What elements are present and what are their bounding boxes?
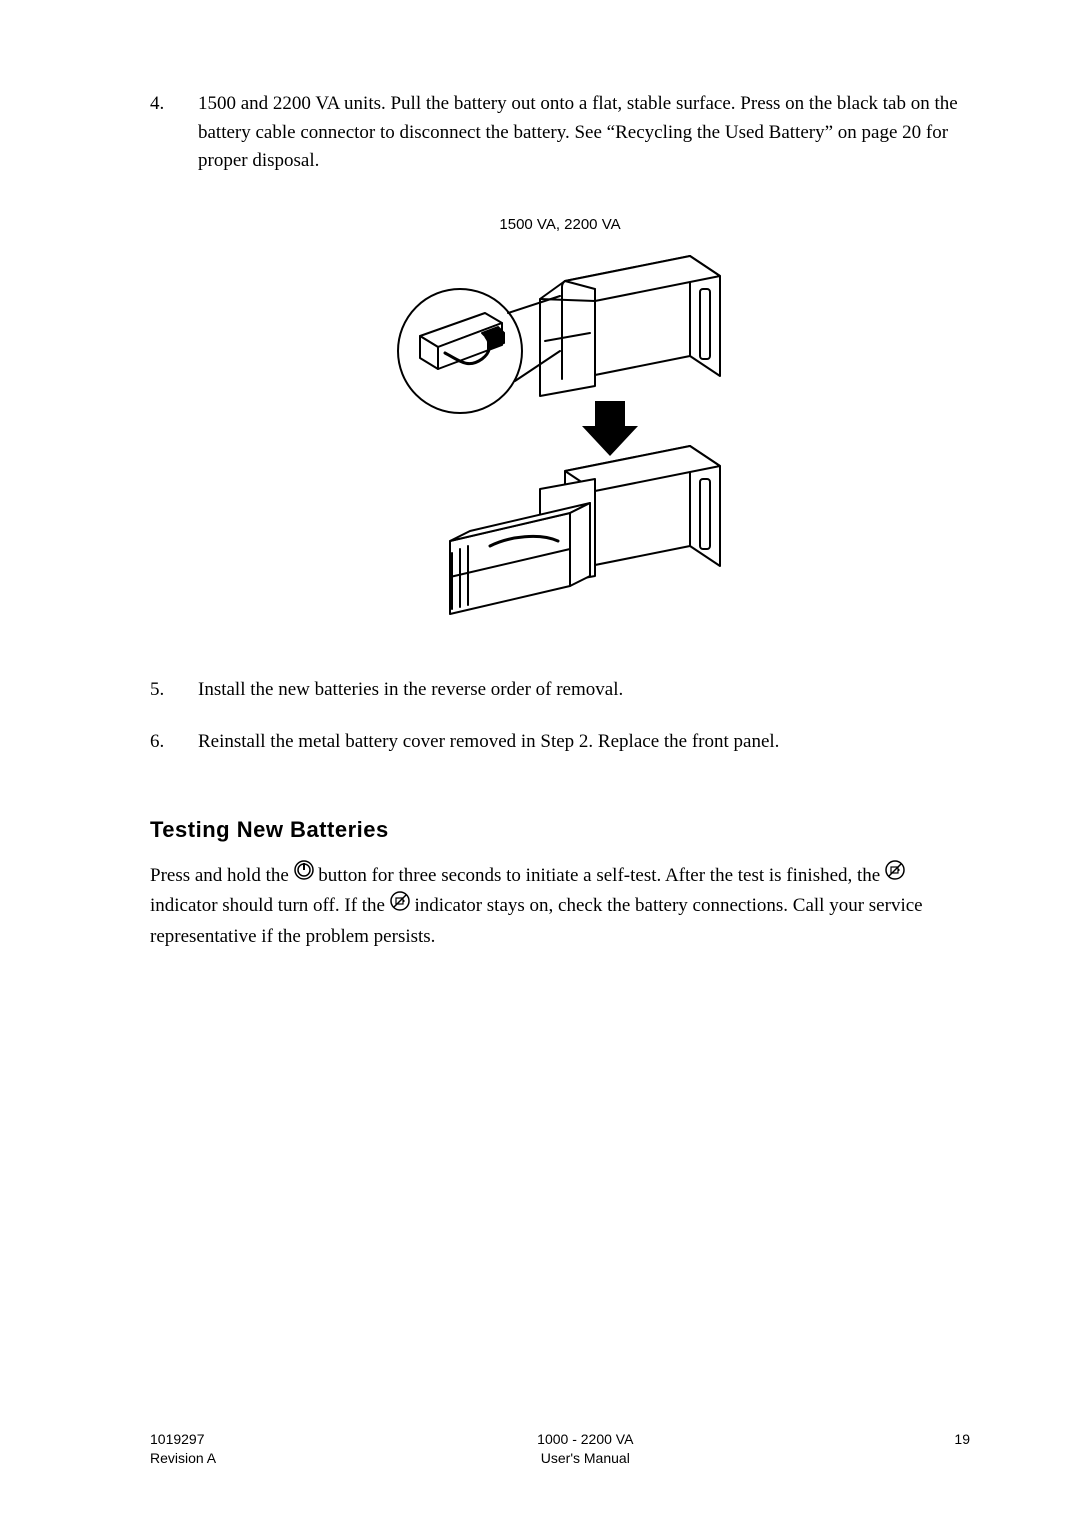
- battery-indicator-icon: [885, 860, 905, 890]
- page-number: 19: [954, 1430, 970, 1449]
- page-footer: 1019297 Revision A 1000 - 2200 VA User's…: [150, 1430, 970, 1468]
- step-6: 6. Reinstall the metal battery cover rem…: [150, 728, 970, 757]
- product-range: 1000 - 2200 VA: [537, 1430, 633, 1449]
- step-6-number: 6.: [150, 728, 198, 757]
- step-5: 5. Install the new batteries in the reve…: [150, 676, 970, 705]
- on-button-icon: [294, 860, 314, 890]
- footer-left: 1019297 Revision A: [150, 1430, 216, 1468]
- step-5-text: Install the new batteries in the reverse…: [198, 676, 970, 705]
- doc-number: 1019297: [150, 1430, 216, 1449]
- doc-title: User's Manual: [537, 1449, 633, 1468]
- body-part-1: Press and hold the: [150, 865, 294, 886]
- footer-center: 1000 - 2200 VA User's Manual: [537, 1430, 633, 1468]
- step-5-number: 5.: [150, 676, 198, 705]
- step-6-text: Reinstall the metal battery cover remove…: [198, 728, 970, 757]
- battery-indicator-icon: [390, 891, 410, 921]
- testing-new-batteries-body: Press and hold the button for three seco…: [150, 861, 970, 953]
- step-4-text: 1500 and 2200 VA units. Pull the battery…: [198, 90, 970, 176]
- footer-right: 19: [954, 1430, 970, 1468]
- step-4-number: 4.: [150, 90, 198, 176]
- step-4: 4. 1500 and 2200 VA units. Pull the batt…: [150, 90, 970, 176]
- battery-removal-figure: 1500 VA, 2200 VA: [150, 216, 970, 636]
- testing-new-batteries-heading: Testing New Batteries: [150, 817, 970, 843]
- battery-removal-illustration: [390, 241, 730, 636]
- body-part-2: button for three seconds to initiate a s…: [318, 865, 885, 886]
- doc-revision: Revision A: [150, 1449, 216, 1468]
- body-part-3: indicator should turn off. If the: [150, 895, 390, 916]
- figure-caption: 1500 VA, 2200 VA: [499, 216, 620, 233]
